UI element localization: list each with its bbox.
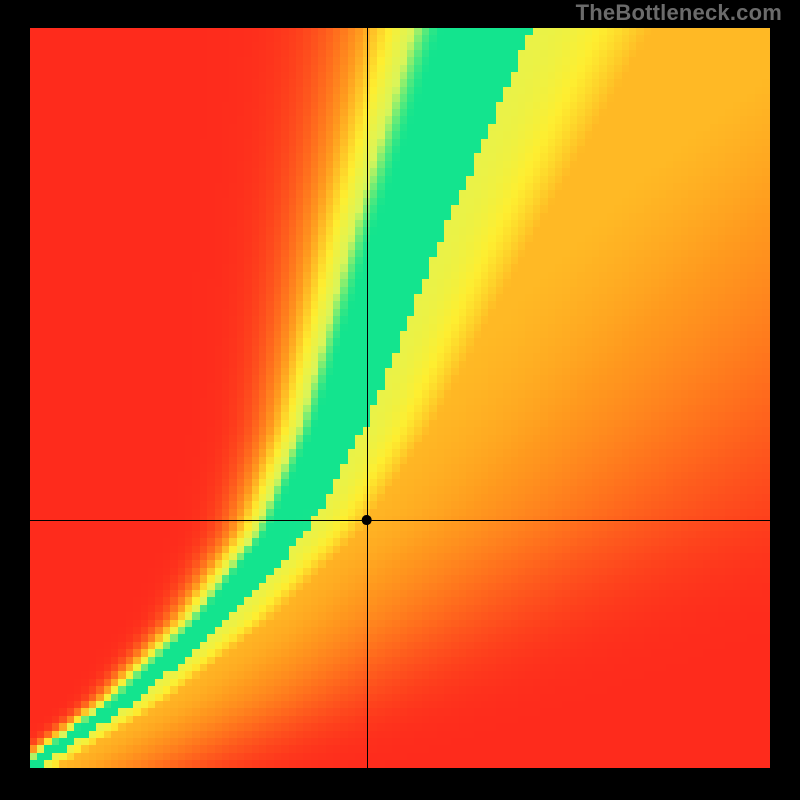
watermark-text: TheBottleneck.com: [576, 0, 782, 26]
heatmap-canvas: [30, 28, 770, 768]
chart-container: TheBottleneck.com: [0, 0, 800, 800]
heatmap-plot-area: [30, 28, 770, 768]
